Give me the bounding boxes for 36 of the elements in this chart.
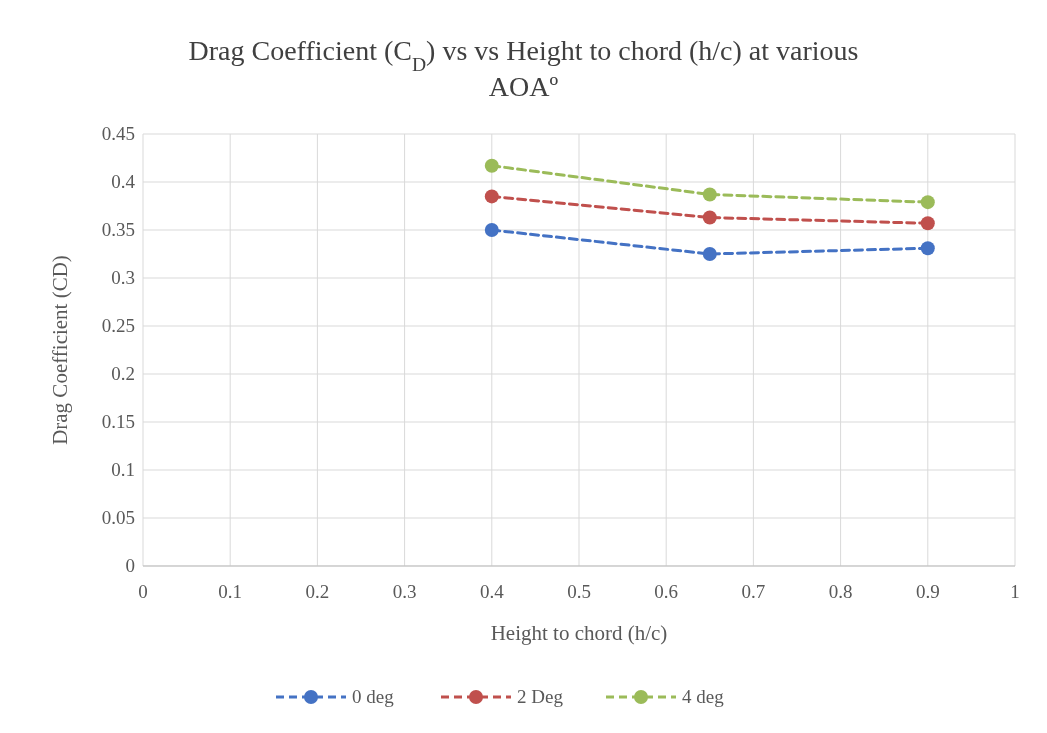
x-tick-label: 0.8 — [828, 581, 853, 602]
x-tick-label: 0.6 — [654, 581, 679, 602]
x-tick-label: 0.7 — [741, 581, 766, 602]
point — [702, 247, 717, 261]
point — [702, 187, 717, 202]
x-tick-label: 0.4 — [479, 581, 505, 602]
y-tick-label: 0.3 — [111, 267, 135, 288]
point — [920, 216, 935, 231]
x-tick-label: 0.2 — [305, 581, 330, 602]
x-tick-label: 0.9 — [915, 581, 940, 602]
point — [920, 195, 935, 210]
legend-label: 2 Deg — [517, 686, 564, 707]
point — [702, 210, 717, 225]
x-tick-label: 0.3 — [392, 581, 417, 602]
chart-title: Drag Coefficient (C$_{D}$) vs vs Height to chord (h/c) at various AOAº — [188, 35, 859, 102]
y-tick-label: 0.05 — [101, 507, 135, 528]
y-tick-label: 0.2 — [111, 363, 135, 384]
y-tick-label: 0.25 — [101, 315, 135, 336]
legend-label: 0 deg — [352, 686, 395, 707]
y-tick-label: 0.35 — [101, 219, 135, 240]
legend-label: 4 deg — [682, 686, 725, 707]
x-tick-label: 1 — [1010, 581, 1020, 602]
y-tick-label: 0.1 — [111, 459, 135, 480]
x-axis-title: Height to chord (h/c) — [490, 621, 668, 645]
y-tick-label: 0.45 — [101, 123, 135, 144]
y-axis-title: Drag Coefficient (CD) — [48, 255, 72, 445]
y-tick-label: 0 — [125, 555, 135, 576]
x-tick-label: 0.1 — [218, 581, 243, 602]
point — [484, 189, 499, 204]
y-tick-label: 0.15 — [101, 411, 135, 432]
point — [920, 241, 935, 256]
point — [484, 158, 499, 173]
x-tick-label: 0.5 — [567, 581, 591, 602]
point — [484, 223, 499, 237]
x-tick-label: 0 — [138, 581, 148, 602]
y-tick-label: 0.4 — [111, 171, 136, 192]
